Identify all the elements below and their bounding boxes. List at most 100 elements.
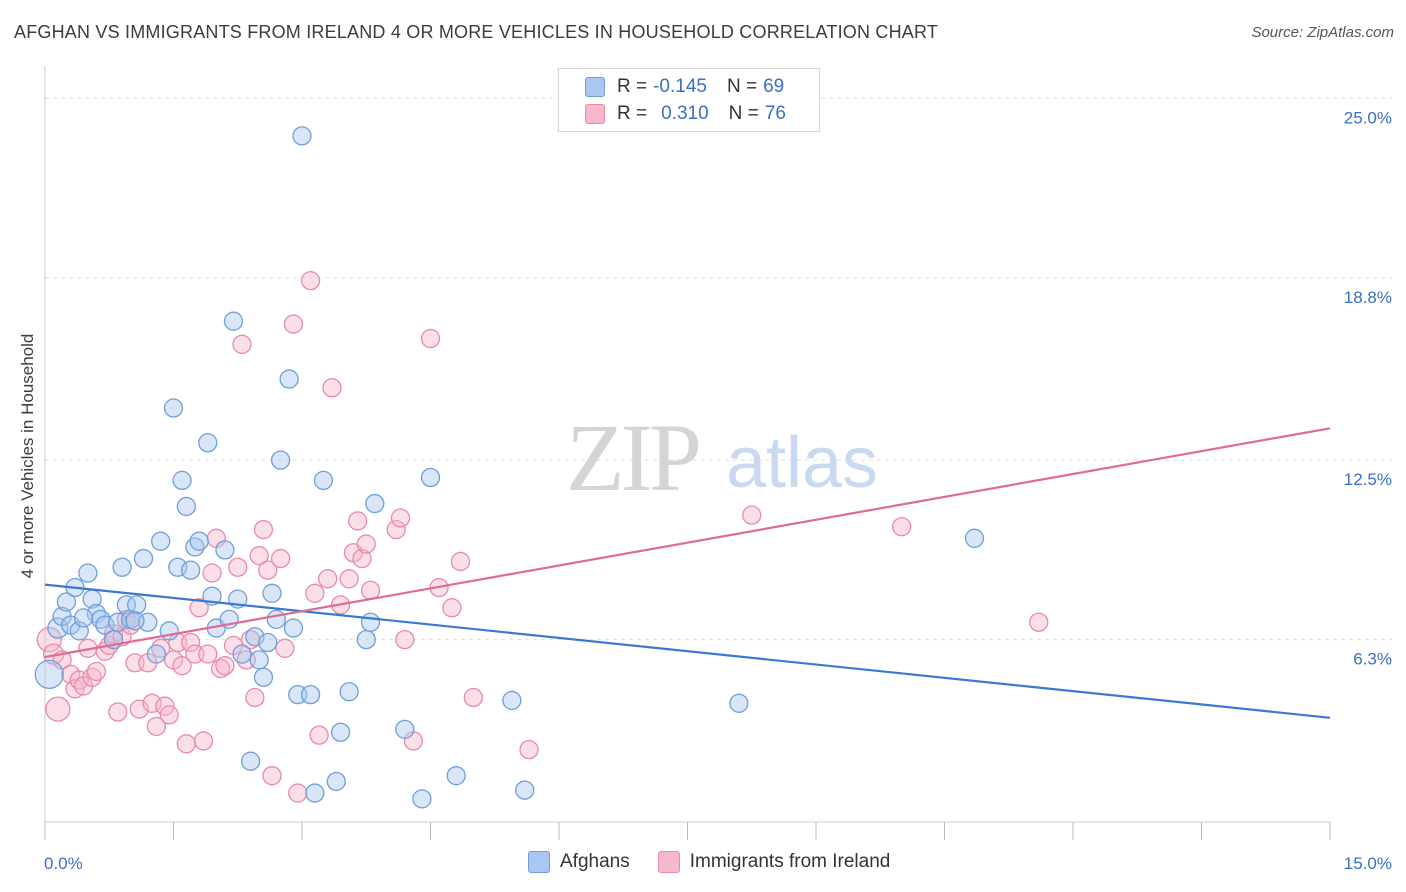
ireland-point [742, 505, 762, 525]
afghans-point [729, 693, 749, 713]
legend-item-afghans[interactable]: Afghans [528, 851, 630, 873]
series-legend: Afghans Immigrants from Ireland [528, 851, 918, 873]
afghans-point [326, 771, 346, 792]
ireland-point [155, 696, 175, 716]
afghans-point [502, 690, 522, 711]
afghans-point [258, 632, 278, 653]
legend-item-ireland[interactable]: Immigrants from Ireland [657, 851, 891, 873]
ireland-point [180, 632, 201, 653]
ireland-point [215, 656, 235, 676]
afghans-point [412, 789, 432, 809]
afghans-point [330, 722, 351, 742]
ireland-point [442, 598, 462, 618]
ireland-point [36, 626, 62, 653]
afghans-point [270, 450, 291, 470]
afghans-point [283, 618, 304, 638]
afghans-point [240, 751, 261, 771]
ireland-point [360, 580, 381, 601]
ireland-legend-label: Immigrants from Ireland [689, 851, 891, 872]
afghans-point [56, 592, 77, 612]
ireland-point [463, 687, 483, 708]
ireland-point [892, 517, 912, 537]
afghans-point [180, 560, 201, 580]
ireland-point [275, 638, 295, 658]
afghans-point [150, 531, 171, 551]
ireland-point [339, 569, 359, 589]
ireland-point [519, 739, 539, 760]
ireland-point [305, 583, 325, 603]
afghans-point [78, 563, 98, 583]
legend-n-label: N = [726, 76, 758, 97]
afghans-point [112, 557, 132, 577]
ireland-point [172, 656, 192, 676]
trend-lines [44, 427, 1331, 719]
afghans-point [172, 470, 192, 491]
afghans-trend-line [44, 583, 1331, 719]
ireland-series [36, 270, 1049, 803]
watermark-atlas: atlas [726, 423, 878, 503]
ireland-point [86, 661, 107, 682]
grid-lines [45, 97, 1392, 641]
afghans-point [176, 496, 197, 517]
ireland-point [108, 702, 128, 722]
afghans-point [300, 684, 321, 705]
y-tick-label: 25.0% [1344, 108, 1392, 127]
afghans-legend-swatch [528, 851, 550, 873]
legend-row-afghans: R = -0.145 N = 69 [585, 75, 784, 99]
afghans-point [125, 611, 145, 631]
afghans-point [34, 659, 64, 690]
y-axis-label: 4 or more Vehicles in Household [18, 333, 37, 579]
afghans-point [223, 311, 244, 331]
ireland-point [159, 705, 179, 725]
afghans-point [305, 783, 325, 803]
ireland-swatch [585, 104, 605, 124]
ireland-point [176, 734, 197, 754]
afghans-point [356, 629, 376, 650]
afghans-swatch [585, 77, 605, 97]
ireland-point [146, 716, 167, 737]
x-tick-label: 0.0% [44, 854, 83, 873]
ireland-point [450, 551, 471, 572]
legend-n-value: 76 [764, 103, 786, 124]
afghans-point [215, 540, 235, 560]
afghans-point [313, 470, 334, 491]
legend-r-label: R = [617, 103, 648, 124]
chart-title: AFGHAN VS IMMIGRANTS FROM IRELAND 4 OR M… [14, 22, 939, 42]
afghans-point [253, 667, 274, 687]
ireland-point [189, 598, 209, 618]
ireland-point [309, 725, 329, 745]
afghans-point [232, 644, 252, 664]
tick-labels: 6.3% 12.5% 18.8% 25.0% 0.0% 15.0% [44, 108, 1392, 873]
ireland-point [228, 557, 248, 577]
afghans-point [198, 433, 218, 453]
source-label: Source: ZipAtlas.com [1251, 24, 1394, 41]
legend-r-value: -0.145 [653, 76, 707, 97]
ireland-point [283, 314, 304, 334]
ireland-point [1029, 612, 1049, 632]
afghans-point [292, 126, 312, 146]
ireland-point [45, 696, 71, 722]
ireland-point [232, 334, 252, 354]
afghans-point [339, 682, 359, 702]
afghans-point [163, 398, 184, 418]
ireland-point [270, 548, 291, 569]
afghans-point [127, 595, 147, 615]
afghans-point [360, 612, 381, 632]
afghans-point [515, 780, 535, 800]
ireland-point [288, 783, 308, 803]
legend-r-label: R = [617, 76, 648, 97]
afghans-point [395, 719, 415, 740]
legend-row-ireland: R = 0.310 N = 76 [585, 102, 786, 126]
afghans-point [146, 644, 167, 664]
ireland-point [356, 534, 376, 554]
afghans-point [249, 650, 269, 670]
ireland-point [198, 644, 218, 664]
ireland-point [420, 328, 441, 349]
y-tick-label: 12.5% [1344, 470, 1392, 489]
y-tick-label: 18.8% [1344, 288, 1392, 307]
legend-n-value: 69 [763, 76, 785, 97]
ireland-point [386, 519, 406, 540]
ireland-point [193, 731, 214, 751]
ireland-point [253, 519, 274, 540]
